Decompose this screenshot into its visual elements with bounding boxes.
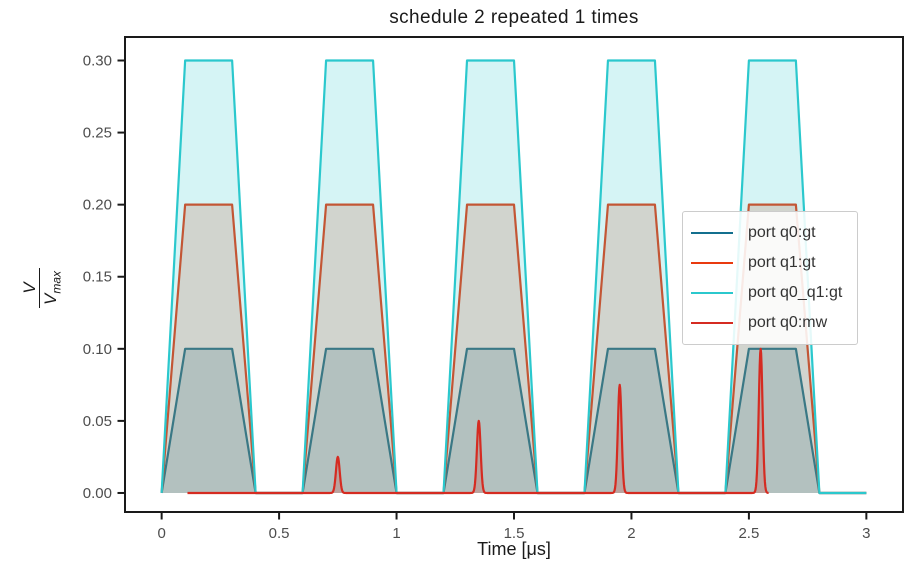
x-tick-label: 2.5 [738, 525, 759, 542]
y-axis-label: V Vmax [0, 248, 87, 328]
legend-label-port-q0-gt: port q0:gt [748, 224, 816, 241]
legend-swatch-port-q0-mw [691, 322, 733, 324]
y-tick-label: 0.25 [83, 125, 112, 142]
x-axis-label: Time [μs] [477, 539, 551, 559]
y-axis-numerator: V [19, 282, 39, 294]
y-tick-label: 0.05 [83, 413, 112, 430]
legend-item-port-q0-q1-gt: port q0_q1:gt [691, 283, 842, 303]
y-tick-label: 0.20 [83, 197, 112, 214]
y-axis-fraction: V Vmax [19, 268, 65, 309]
y-axis-denominator: Vmax [39, 268, 65, 309]
legend-swatch-port-q0-q1-gt [691, 292, 733, 294]
legend-label-port-q0-mw: port q0:mw [748, 314, 828, 331]
y-tick-label: 0.15 [83, 269, 112, 286]
series-line-port-q0-mw [186, 347, 770, 495]
x-tick-label: 3 [862, 525, 870, 542]
chart-title: schedule 2 repeated 1 times [389, 7, 639, 28]
series-fill-port-q1-gt [161, 204, 867, 493]
legend-item-port-q1-gt: port q1:gt [691, 253, 842, 273]
legend-label-port-q1-gt: port q1:gt [748, 254, 816, 271]
y-tick-label: 0.30 [83, 52, 112, 69]
x-tick-label: 0.5 [269, 525, 290, 542]
x-tick-label: 1 [392, 525, 400, 542]
x-tick-label: 1.5 [504, 525, 525, 542]
legend-item-port-q0-mw: port q0:mw [691, 313, 842, 333]
series-fill-port-q0-mw [187, 348, 769, 493]
y-tick-label: 0.00 [83, 485, 112, 502]
x-tick-label: 2 [627, 525, 635, 542]
y-tick-label: 0.10 [83, 341, 112, 358]
legend-label-port-q0-q1-gt: port q0_q1:gt [748, 284, 843, 301]
legend-swatch-port-q1-gt [691, 262, 733, 264]
x-tick-label: 0 [157, 525, 165, 542]
legend-swatch-port-q0-gt [691, 232, 733, 234]
legend-item-port-q0-gt: port q0:gt [691, 223, 842, 243]
series-fill-port-q0-q1-gt [161, 60, 867, 493]
